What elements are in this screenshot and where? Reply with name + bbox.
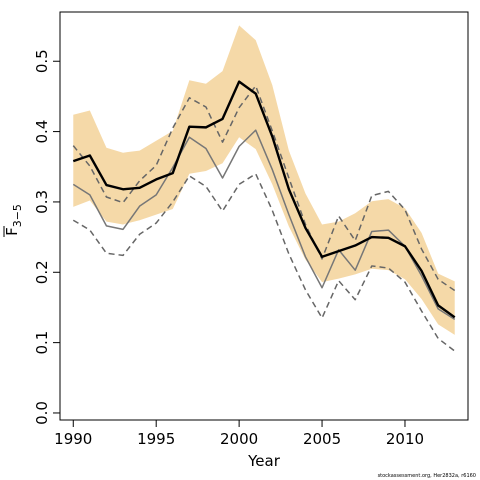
series-line-retro-dashed-lower <box>72 173 456 352</box>
series-line-estimate <box>72 80 456 319</box>
y-tick-label: 0.3 <box>33 190 51 214</box>
y-axis-title-base: F <box>3 227 21 236</box>
plot-area <box>72 25 456 352</box>
confidence-band <box>73 25 455 335</box>
credit-text: stockassessment.org, Her2832a, r6160 <box>378 473 476 479</box>
y-axis-title-subscript: 3−5 <box>11 204 24 227</box>
x-tick-label: 1990 <box>54 430 92 448</box>
plot-frame <box>59 11 469 421</box>
x-tick-label: 1995 <box>137 430 175 448</box>
x-tick-label: 2000 <box>220 430 258 448</box>
y-tick-label: 0.5 <box>33 49 51 73</box>
y-axis: 0.0 0.1 0.2 0.3 0.4 0.5 <box>33 49 60 425</box>
y-tick-label: 0.4 <box>33 120 51 144</box>
x-axis: 1990 1995 2000 2005 2010 <box>54 420 424 448</box>
x-tick-label: 2005 <box>303 430 341 448</box>
y-axis-title-text: F3−5 <box>3 204 24 236</box>
x-axis-title: Year <box>247 452 281 470</box>
series-line-retro-dashed-upper <box>72 85 456 292</box>
y-tick-label: 0.0 <box>33 401 51 425</box>
x-tick-label: 2010 <box>386 430 424 448</box>
series-line-retro-solid <box>72 129 456 321</box>
y-axis-title: F3−5 <box>3 204 24 237</box>
y-tick-label: 0.1 <box>33 331 51 355</box>
y-tick-label: 0.2 <box>33 260 51 284</box>
